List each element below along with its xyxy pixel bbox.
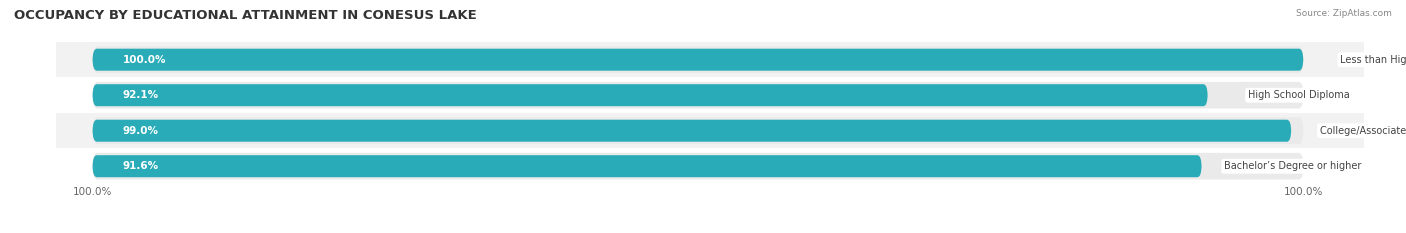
Bar <box>56 42 1364 77</box>
FancyBboxPatch shape <box>93 155 1202 177</box>
FancyBboxPatch shape <box>93 82 1303 109</box>
FancyBboxPatch shape <box>93 49 1303 71</box>
Text: College/Associate Degree: College/Associate Degree <box>1320 126 1406 136</box>
FancyBboxPatch shape <box>1402 84 1406 106</box>
Text: 99.0%: 99.0% <box>122 126 159 136</box>
Bar <box>56 148 1364 184</box>
FancyBboxPatch shape <box>93 117 1303 144</box>
FancyBboxPatch shape <box>93 153 1303 179</box>
Text: 92.1%: 92.1% <box>122 90 159 100</box>
Text: 91.6%: 91.6% <box>122 161 159 171</box>
Text: Bachelor’s Degree or higher: Bachelor’s Degree or higher <box>1223 161 1361 171</box>
Text: 100.0%: 100.0% <box>1284 187 1323 197</box>
Text: OCCUPANCY BY EDUCATIONAL ATTAINMENT IN CONESUS LAKE: OCCUPANCY BY EDUCATIONAL ATTAINMENT IN C… <box>14 9 477 22</box>
Text: High School Diploma: High School Diploma <box>1247 90 1350 100</box>
Bar <box>56 77 1364 113</box>
Text: Source: ZipAtlas.com: Source: ZipAtlas.com <box>1296 9 1392 18</box>
Text: Less than High School: Less than High School <box>1340 55 1406 65</box>
FancyBboxPatch shape <box>93 84 1208 106</box>
FancyBboxPatch shape <box>93 120 1291 142</box>
Text: 100.0%: 100.0% <box>122 55 166 65</box>
Bar <box>56 113 1364 148</box>
FancyBboxPatch shape <box>93 46 1303 73</box>
Text: 100.0%: 100.0% <box>73 187 112 197</box>
FancyBboxPatch shape <box>1395 155 1406 177</box>
